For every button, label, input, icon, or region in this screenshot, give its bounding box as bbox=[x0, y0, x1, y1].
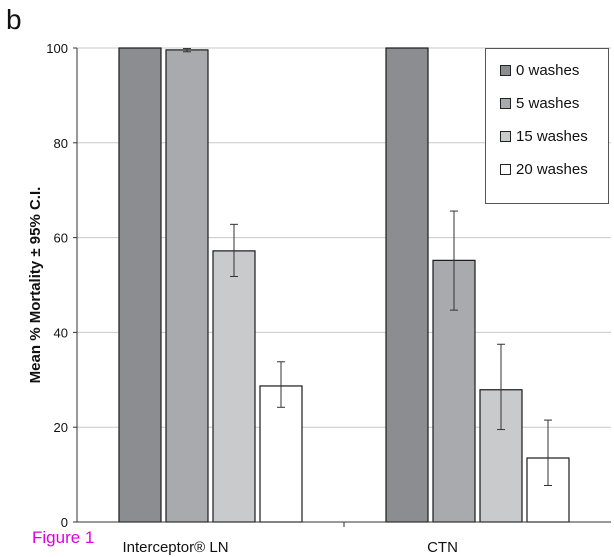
tick-labels: 0 20 40 60 80 100 Interceptor® LN CTN bbox=[46, 41, 458, 556]
bar bbox=[165, 49, 209, 523]
error-bar bbox=[450, 210, 458, 311]
bar bbox=[259, 385, 303, 523]
legend-swatch bbox=[500, 98, 511, 109]
error-bars bbox=[183, 47, 552, 487]
error-bar bbox=[183, 47, 191, 53]
error-bar bbox=[497, 343, 505, 431]
bars bbox=[118, 47, 570, 523]
legend-swatch bbox=[500, 65, 511, 76]
y-tick-label: 80 bbox=[54, 136, 68, 151]
legend-item: 20 washes bbox=[500, 161, 588, 178]
legend-swatch bbox=[500, 131, 511, 142]
legend-item: 5 washes bbox=[500, 95, 579, 112]
x-category-label: CTN bbox=[427, 539, 458, 556]
y-tick-label: 100 bbox=[46, 41, 68, 56]
y-tick-label: 60 bbox=[54, 231, 68, 246]
legend-item: 0 washes bbox=[500, 62, 579, 79]
error-bar bbox=[544, 419, 552, 487]
legend-label: 0 washes bbox=[516, 62, 580, 79]
bar bbox=[385, 47, 429, 523]
legend-label: 20 washes bbox=[516, 161, 588, 178]
legend-item: 15 washes bbox=[500, 128, 588, 145]
y-tick-label: 40 bbox=[54, 325, 68, 340]
panel-letter: b bbox=[6, 4, 22, 35]
error-bar bbox=[230, 223, 238, 277]
bar bbox=[118, 47, 162, 523]
y-tick-label: 20 bbox=[54, 420, 68, 435]
legend-label: 15 washes bbox=[516, 128, 588, 145]
error-bar bbox=[277, 361, 285, 408]
legend-swatch bbox=[500, 164, 511, 175]
axes bbox=[73, 47, 611, 527]
y-axis-label: Mean % Mortality ± 95% C.I. bbox=[27, 187, 44, 384]
y-tick-label: 0 bbox=[61, 515, 68, 530]
bar bbox=[212, 250, 256, 523]
figure-label: Figure 1 bbox=[32, 528, 95, 547]
legend-label: 5 washes bbox=[516, 95, 580, 112]
legend: 0 washes 5 washes 15 washes 20 washes bbox=[485, 48, 609, 204]
x-category-label: Interceptor® LN bbox=[122, 539, 228, 556]
